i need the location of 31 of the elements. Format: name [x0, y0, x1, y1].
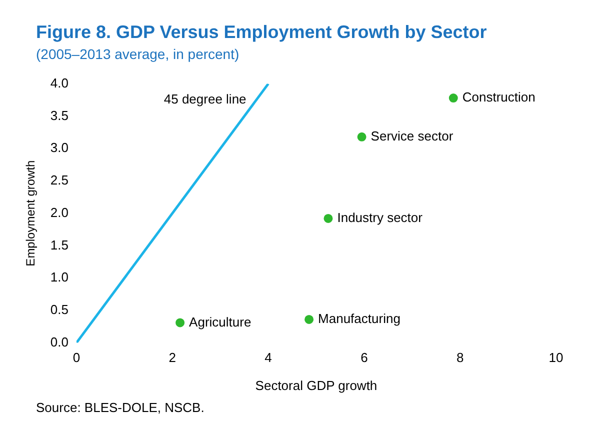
point	[324, 214, 333, 223]
y-tick-label: 2.0	[50, 204, 68, 220]
y-tick-label: 4.0	[50, 75, 68, 90]
y-tick-label: 3.5	[50, 108, 68, 123]
x-tick-label: 6	[360, 350, 368, 366]
y-tick-label: 3.0	[50, 140, 68, 156]
y-tick-label: 1.5	[50, 237, 68, 252]
x-tick-label: 8	[456, 350, 464, 366]
annotation: Industry sector	[337, 210, 424, 226]
series-label: 45 degree line	[164, 91, 246, 106]
x-axis-title: Sectoral GDP growth	[255, 378, 378, 393]
y-tick-label: 0.5	[50, 302, 68, 318]
y-tick-label: 2.5	[50, 172, 68, 188]
annotation: Service sector	[370, 128, 454, 144]
annotation: Manufacturing	[318, 311, 400, 326]
x-tick-label: 2	[168, 350, 176, 366]
x-tick-label: 10	[548, 350, 564, 366]
point	[357, 132, 366, 142]
y-tick-label: 0.0	[50, 334, 68, 350]
y-axis-title: Employment growth	[24, 160, 38, 266]
point	[176, 318, 185, 328]
chart-title: Figure 8. GDP Versus Employment Growth by Sector	[36, 22, 487, 43]
x-tick-label: 4	[264, 350, 272, 366]
annotation: Construction	[462, 90, 536, 105]
y-tick-label: 1.0	[50, 270, 68, 285]
annotation: Agriculture	[189, 314, 252, 330]
source-note: Source: BLES-DOLE, NSCB.	[36, 400, 204, 415]
point	[304, 314, 314, 324]
point	[448, 94, 458, 103]
chart-subtitle: (2005–2013 average, in percent)	[36, 46, 240, 62]
x-tick-label: 0	[72, 350, 80, 366]
